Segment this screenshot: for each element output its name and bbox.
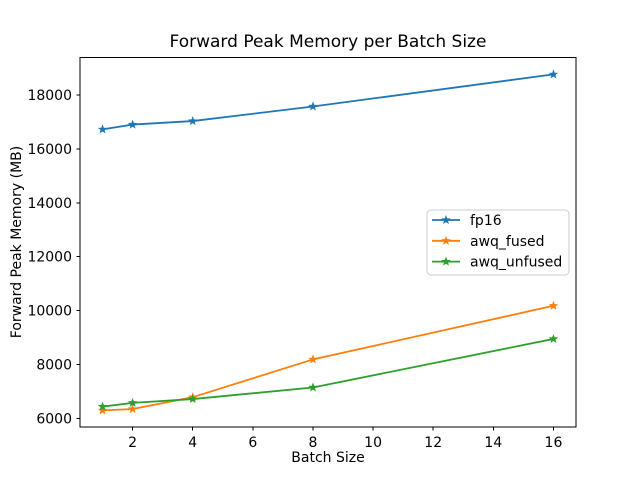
marker-awq_fused-x1 [97, 405, 108, 415]
axes-layer: 2 4 6 8 10 12 14 16 6000 8000 10000 12000 14000 16000… [27, 57, 577, 451]
chart-title: Forward Peak Memory per Batch Size [170, 32, 487, 52]
legend-item-awq_fused: awq_fused [470, 234, 545, 250]
series-line-awq_fused [101, 304, 555, 412]
marker-fp16-x4 [187, 116, 198, 126]
y-tick-label: 12000 [27, 250, 72, 266]
y-tick-label: 6000 [36, 411, 72, 427]
series-line-fp16 [101, 73, 555, 131]
legend-item-fp16: fp16 [470, 213, 502, 229]
x-tick-label: 14 [484, 435, 502, 451]
marker-awq_unfused-x1 [97, 401, 108, 411]
marker-awq_fused-x16 [548, 300, 559, 310]
x-tick-label: 10 [364, 435, 382, 451]
marker-awq_fused-x2 [127, 404, 138, 414]
x-tick-label: 4 [188, 435, 197, 451]
marker-fp16-x2 [127, 119, 138, 129]
series-layer [97, 69, 559, 415]
legend-box [426, 209, 570, 276]
y-tick-label: 8000 [36, 358, 72, 374]
legend-layer: fp16 awq_fused awq_unfused [426, 209, 570, 276]
marker-awq_unfused-x16 [548, 333, 559, 343]
x-tick-label: 6 [248, 435, 257, 451]
x-tick-label: 16 [545, 435, 563, 451]
legend-sample-marker-fp16 [441, 215, 451, 225]
legend-sample-marker-awq_fused [441, 235, 451, 245]
series-line-awq_unfused [101, 338, 555, 408]
y-axis-label: Forward Peak Memory (MB) [9, 146, 25, 338]
legend-sample-marker-awq_unfused [441, 256, 451, 266]
marker-fp16-x1 [97, 124, 108, 134]
x-tick-label: 12 [424, 435, 442, 451]
marker-fp16-x8 [308, 101, 318, 111]
marker-awq_unfused-x2 [127, 397, 138, 407]
x-axis-label: Batch Size [291, 450, 364, 466]
plot-spines [79, 57, 577, 428]
marker-awq_unfused-x4 [187, 394, 198, 404]
marker-fp16-x16 [548, 69, 559, 79]
x-tick-label: 8 [309, 435, 318, 451]
legend-item-awq_unfused: awq_unfused [470, 255, 562, 271]
marker-awq_unfused-x8 [308, 382, 318, 392]
y-tick-label: 16000 [27, 142, 72, 158]
marker-awq_fused-x8 [308, 354, 318, 364]
y-tick-label: 10000 [27, 304, 72, 320]
x-tick-label: 2 [128, 435, 137, 451]
y-tick-label: 18000 [27, 88, 72, 104]
y-tick-label: 14000 [27, 196, 72, 212]
